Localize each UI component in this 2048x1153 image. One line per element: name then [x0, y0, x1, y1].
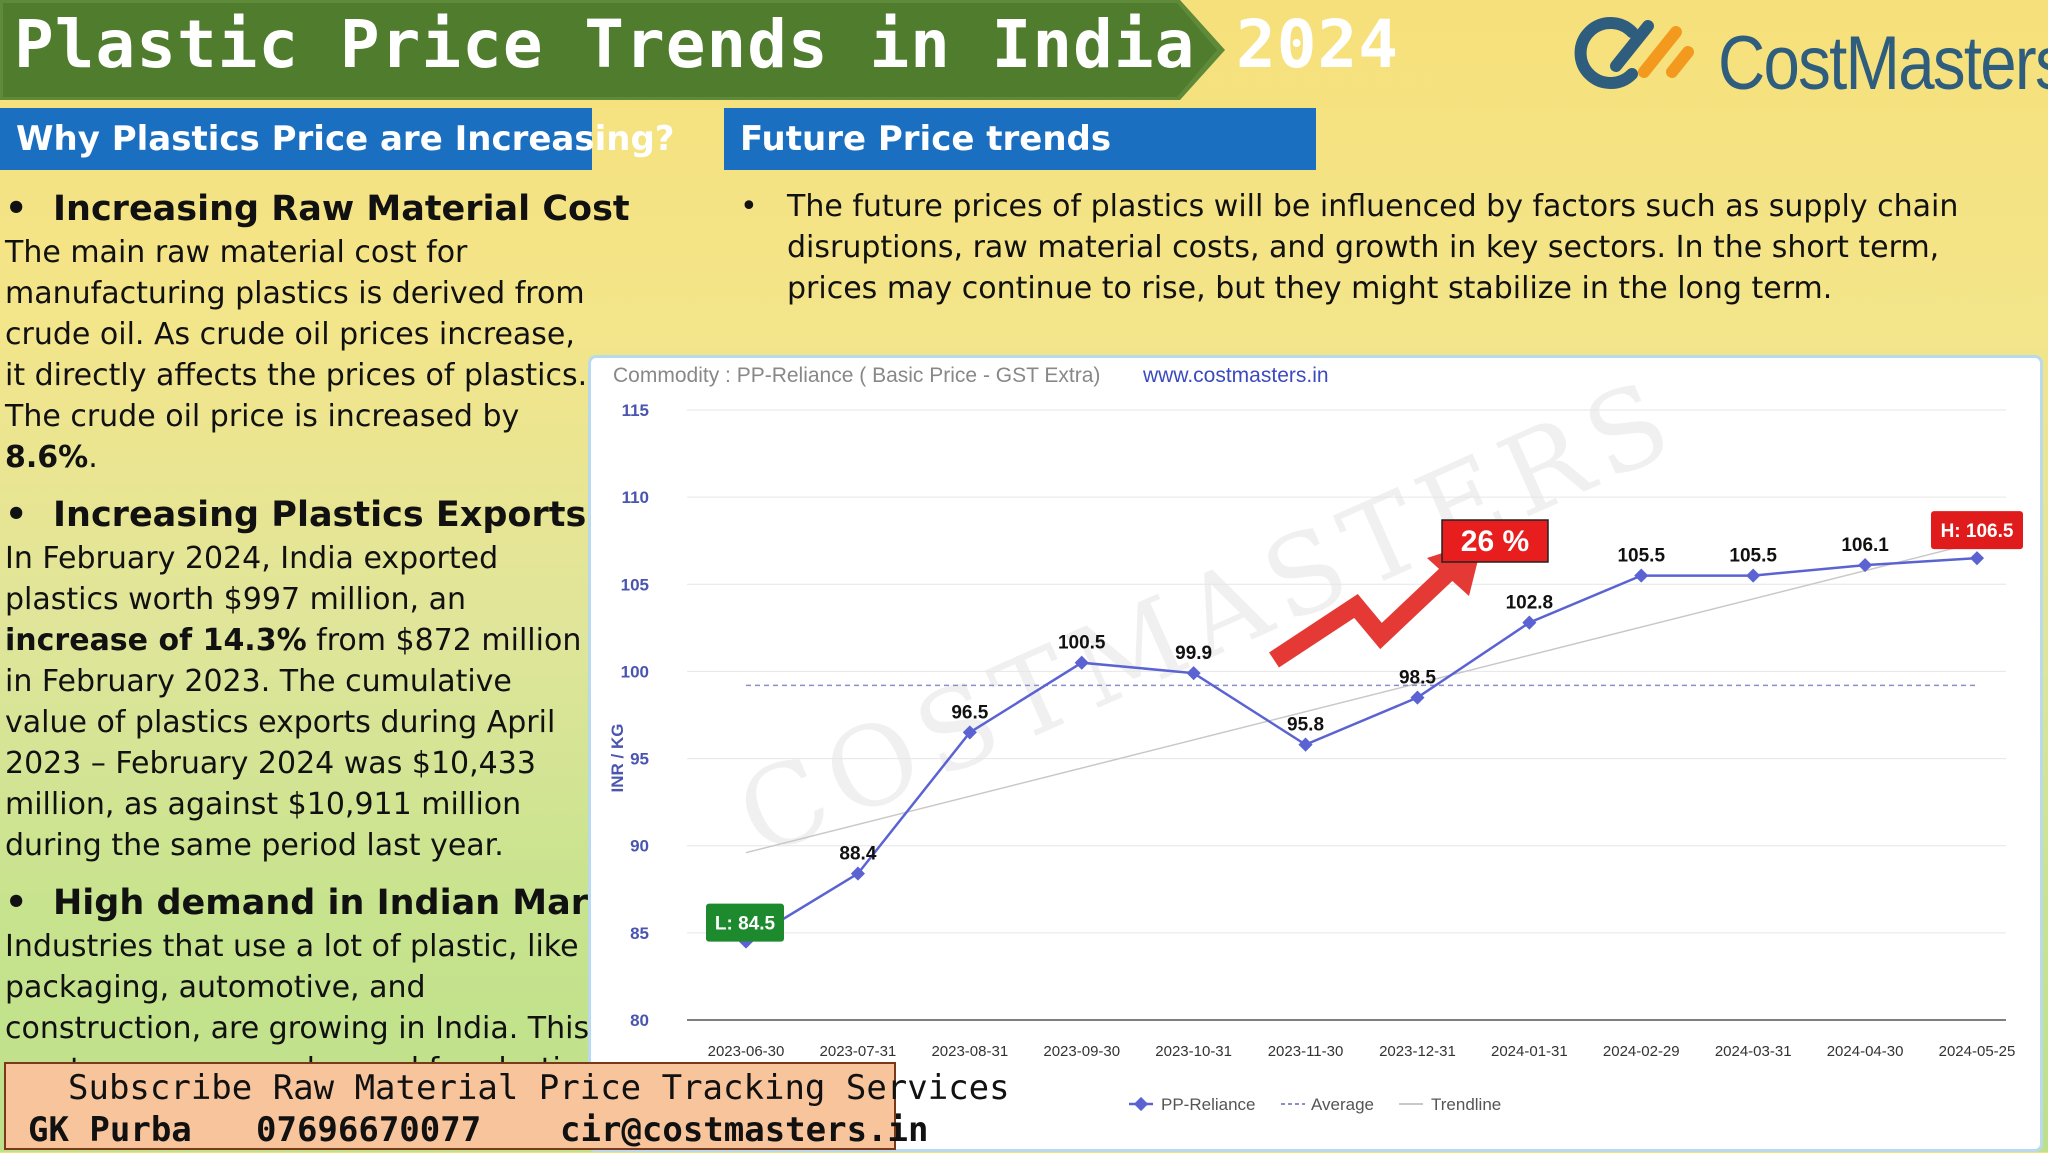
legend-marker: [1133, 1096, 1149, 1112]
bullet-text: In February 2024, India exported plastic…: [5, 538, 590, 866]
contact-email[interactable]: cir@costmasters.in: [560, 1110, 929, 1150]
y-tick-label: 95: [630, 750, 649, 769]
watermark-text: COSTMASTERS: [720, 358, 1697, 882]
data-point: [1186, 666, 1201, 681]
logo-text: CostMasters: [1718, 21, 2048, 106]
data-point: [1858, 558, 1873, 573]
data-point: [1298, 737, 1313, 752]
text-segment: from $872 million in February 2023. The …: [5, 623, 582, 863]
y-tick-label: 115: [622, 401, 649, 420]
data-point: [1969, 551, 1985, 566]
future-content: • The future prices of plastics will be …: [740, 186, 1970, 309]
y-tick-label: 105: [621, 575, 649, 594]
high-label: H: 106.5: [1941, 521, 2014, 542]
trendline: [745, 541, 1978, 854]
data-label: 99.9: [1175, 643, 1212, 664]
why-content: • Increasing Raw Material Cost The main r…: [5, 186, 651, 1145]
future-text: The future prices of plastics will be in…: [787, 189, 1959, 306]
legend-label: PP-Reliance: [1161, 1095, 1256, 1114]
data-labels: L: 84.5 88.4 96.5 100.5 99.9 95.8 98.5 102.8 105…: [706, 511, 2023, 942]
y-tick-label: 110: [622, 488, 649, 507]
data-label: 88.4: [839, 844, 876, 865]
chart-subtitle: Commodity : PP-Reliance ( Basic Price - …: [613, 364, 1100, 387]
high-label-box: [1931, 511, 2023, 550]
bullet-exports: • Increasing Plastics Exports: [5, 495, 587, 535]
subscribe-footer: Subscribe Raw Material Price Tracking Se…: [4, 1062, 1010, 1150]
bullet-dot: •: [740, 189, 758, 224]
y-tick-label: 100: [621, 662, 649, 681]
bullet-raw-material: • Increasing Raw Material Cost: [5, 189, 630, 229]
data-label: 105.5: [1617, 546, 1665, 567]
x-tick-label: 2023-12-31: [1379, 1043, 1456, 1060]
annotation-box: [1441, 519, 1549, 563]
low-label: L: 84.5: [715, 914, 776, 935]
x-tick-label: 2023-09-30: [1043, 1043, 1120, 1060]
low-label-box: [706, 903, 784, 942]
y-tick-label: 80: [630, 1011, 649, 1030]
text-segment: In February 2024, India exported plastic…: [5, 541, 499, 617]
x-tick-label: 2024-02-29: [1603, 1043, 1680, 1060]
bullet-title: High demand in Indian Market: [53, 883, 651, 923]
x-tick-label: 2023-06-30: [708, 1043, 785, 1060]
annotation-text: 26 %: [1461, 525, 1529, 558]
bold-segment: increase of 14.3%: [5, 623, 307, 658]
y-axis-label: INR / KG: [608, 724, 627, 793]
price-chart: COSTMASTERS Commodity : PP-Reliance ( Ba…: [588, 353, 2043, 1152]
legend-label: Trendline: [1431, 1095, 1501, 1114]
data-label: 105.5: [1729, 546, 1777, 567]
legend-label: Average: [1311, 1095, 1374, 1114]
x-tick-label: 2024-04-30: [1827, 1043, 1904, 1060]
y-tick-label: 85: [630, 924, 649, 943]
x-tick-label: 2023-07-31: [820, 1043, 897, 1060]
x-tick-label: 2024-03-31: [1715, 1043, 1792, 1060]
data-point: [1746, 568, 1761, 583]
data-label: 106.1: [1841, 535, 1889, 556]
bullet-title: Increasing Raw Material Cost: [53, 189, 630, 229]
contact-name: GK Purba: [28, 1110, 192, 1150]
x-tick-label: 2024-05-25: [1939, 1043, 2016, 1060]
subscribe-text: Subscribe Raw Material Price Tracking Se…: [68, 1068, 1010, 1108]
bullet-text: The main raw material cost for manufactu…: [5, 232, 590, 478]
data-point: [850, 866, 865, 881]
trend-arrow: [1269, 561, 1460, 668]
watermark: COSTMASTERS: [720, 353, 1697, 882]
data-point: [1522, 615, 1537, 630]
chart-website[interactable]: www.costmasters.in: [1142, 364, 1329, 387]
x-tick-label: 2023-08-31: [931, 1043, 1008, 1060]
data-label: 96.5: [951, 702, 988, 723]
x-tick-label: 2023-10-31: [1155, 1043, 1232, 1060]
grid: [687, 409, 2006, 1021]
y-axis-ticks: 80 85 90 95 100 105 110 115: [621, 401, 649, 1030]
data-point: [1634, 568, 1649, 583]
title-banner-inner: [3, 3, 1217, 97]
future-heading: Future Price trends: [724, 108, 1316, 170]
contact-phone[interactable]: 07696670077: [256, 1110, 482, 1150]
data-point: [1074, 655, 1089, 670]
page-title: Plastic Price Trends in India 2024: [14, 6, 1400, 83]
why-heading: Why Plastics Price are Increasing?: [0, 108, 675, 170]
logo-mark-icon: [1574, 17, 1694, 89]
data-point: [1410, 690, 1425, 705]
series-line: [745, 556, 1978, 943]
data-label: 95.8: [1287, 715, 1324, 736]
bullet-title: Increasing Plastics Exports: [53, 495, 587, 535]
y-tick-label: 90: [630, 837, 649, 856]
x-axis-ticks: 2023-06-30 2023-07-31 2023-08-31 2023-09-30…: [708, 1043, 2016, 1060]
x-tick-label: 2023-11-30: [1268, 1043, 1344, 1060]
legend: PP-Reliance Average Trendline: [1129, 1095, 1501, 1114]
data-label: 100.5: [1058, 633, 1106, 654]
costmasters-logo: CostMasters: [1570, 8, 2048, 106]
text-segment: .: [88, 440, 98, 475]
bullet-demand: • High demand in Indian Market: [5, 883, 651, 923]
series-lines: [745, 541, 1978, 943]
data-label: 98.5: [1399, 668, 1436, 689]
annotation: 26 %: [1269, 519, 1549, 668]
chart-svg: COSTMASTERS Commodity : PP-Reliance ( Ba…: [608, 353, 2023, 1114]
text-segment: The main raw material cost for manufactu…: [5, 235, 588, 434]
x-tick-label: 2024-01-31: [1491, 1043, 1568, 1060]
data-label: 102.8: [1506, 593, 1554, 614]
bold-segment: 8.6%: [5, 440, 89, 475]
data-point: [962, 725, 977, 740]
